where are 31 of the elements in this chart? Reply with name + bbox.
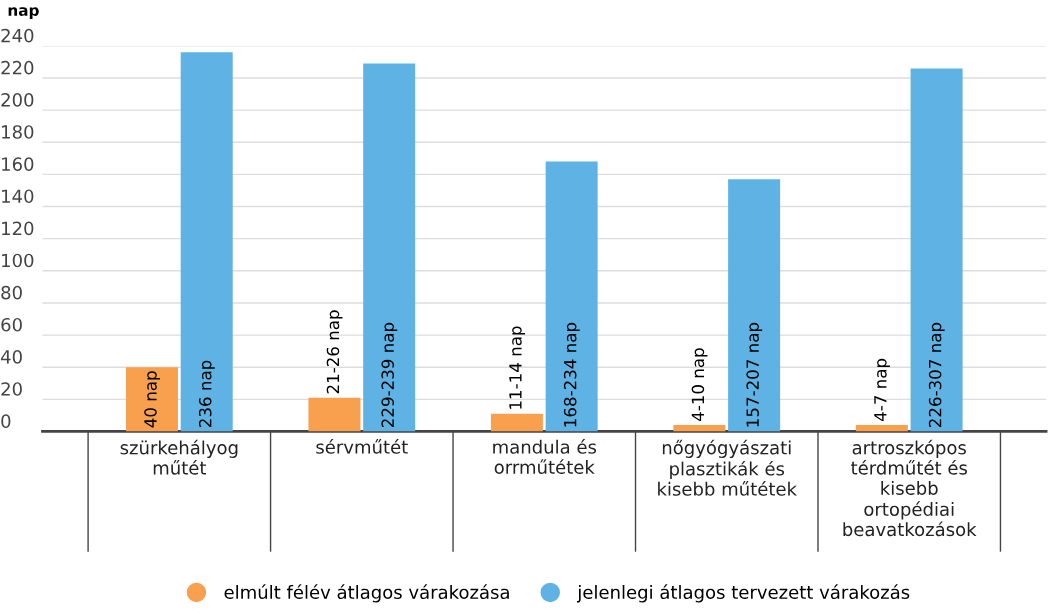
y-tick-label: 240 — [1, 28, 34, 43]
y-tick-label: 80 — [1, 285, 22, 300]
data-label: 236 nap — [198, 360, 215, 428]
data-label: 229-239 nap — [381, 322, 398, 428]
data-label: 21-26 nap — [326, 310, 343, 394]
legend-label: jelenlegi átlagos tervezett várakozás — [576, 584, 910, 603]
x-tick-label: nőgyógyászati plasztikák és kisebb műtétek — [658, 439, 797, 496]
data-label: 4-10 nap — [691, 348, 708, 422]
y-tick-label: 100 — [2, 253, 34, 268]
y-axis-title: nap — [8, 7, 39, 19]
data-label: 4-7 nap — [874, 358, 890, 422]
legend-label: elmúlt félév átlagos várakozása — [224, 584, 509, 603]
data-label: 11-14 nap — [509, 326, 525, 409]
data-label: 168-234 nap — [563, 322, 580, 427]
data-label: 226-307 nap — [928, 322, 945, 428]
x-tick-label: szürkehályog műtét — [120, 439, 238, 475]
x-tick-label: mandula és orrműtétek — [493, 439, 597, 474]
y-tick-label: 60 — [1, 317, 22, 332]
y-tick-label: 120 — [2, 221, 34, 236]
x-tick-label: artroszkópos térdműtét és kisebb ortopédiai beavatkozások — [843, 439, 977, 537]
y-tick-label: 200 — [1, 93, 34, 107]
y-tick-label: 140 — [2, 189, 34, 204]
y-tick-label: 160 — [2, 157, 34, 171]
y-tick-label: 180 — [2, 125, 34, 139]
y-tick-label: 0 — [1, 414, 11, 428]
data-label: 40 nap — [144, 371, 161, 428]
y-tick-label: 20 — [1, 382, 22, 396]
data-label: 157-207 nap — [746, 322, 763, 427]
x-tick-label: sérvműtét — [316, 439, 408, 454]
y-tick-label: 220 — [1, 60, 34, 75]
y-tick-label: 40 — [0, 350, 22, 364]
